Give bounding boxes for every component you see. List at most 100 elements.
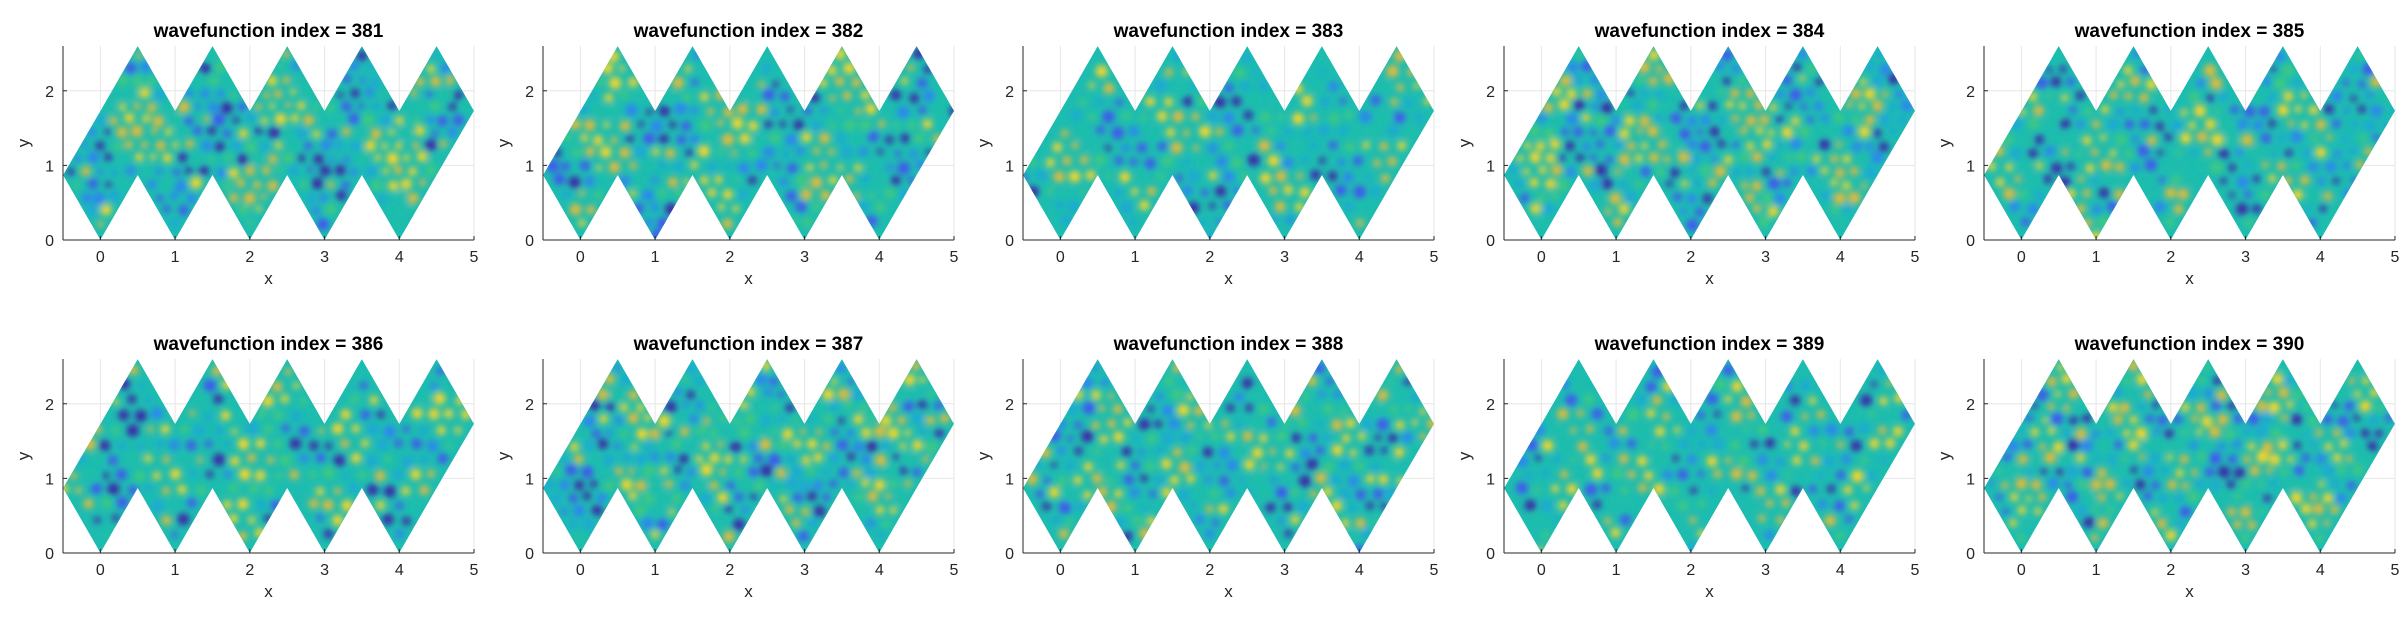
density-blob [1268,186,1278,195]
density-blob [2155,122,2165,131]
density-blob [296,127,308,139]
density-blob [376,410,385,419]
density-blob [888,403,897,412]
density-blob [439,140,447,148]
density-blob [907,120,917,130]
density-blob [918,106,927,115]
density-blob [1268,99,1275,106]
density-blob [1737,76,1746,85]
density-blob [116,126,128,138]
density-blob [126,424,139,437]
density-blob [425,164,437,176]
density-blob [1218,447,1230,459]
density-blob [1648,441,1655,448]
density-blob [1785,102,1792,110]
y-tick-label: 2 [1486,84,1495,101]
density-blob [1537,193,1547,203]
density-blob [1306,405,1315,413]
density-blob [2092,506,2099,513]
density-blob [1865,114,1876,126]
density-blob [2122,377,2132,386]
density-blob [1120,201,1133,214]
density-blob [2188,91,2200,103]
density-blob [1215,185,1227,197]
density-blob [853,136,862,145]
density-blob [2330,479,2340,489]
density-blob [2164,504,2177,516]
y-axis-label: y [494,451,513,460]
y-tick-label: 2 [525,397,534,414]
density-blob [1508,165,1518,175]
density-blob [97,168,104,175]
density-blob [1572,73,1584,86]
density-blob [1359,110,1372,123]
density-blob [1277,113,1285,121]
x-tick-label: 0 [96,249,105,266]
density-blob [283,128,293,138]
density-blob [1369,126,1381,138]
density-blob [414,99,426,111]
subplot-title: wavefunction index = 390 [2074,334,2305,355]
density-blob [1542,440,1554,452]
density-blob [803,107,812,115]
density-blob [2090,176,2099,184]
subplot-title: wavefunction index = 384 [1594,21,1825,42]
x-tick-label: 4 [2316,249,2325,266]
density-blob [2066,491,2079,503]
density-blob [885,135,894,145]
density-blob [1714,410,1721,418]
density-blob [2247,520,2257,530]
density-blob [1224,83,1234,93]
density-blob [1061,188,1071,198]
y-tick-label: 1 [525,471,534,488]
density-blob [2119,402,2131,414]
density-blob [1083,462,1093,472]
density-blob [1226,403,1235,413]
density-blob [868,131,879,142]
density-blob [437,115,448,127]
density-blob [2069,106,2077,114]
density-blob [1718,116,1726,125]
density-blob [1583,394,1595,405]
density-blob [777,439,789,451]
density-blob [1739,126,1748,135]
density-blob [1395,391,1405,401]
density-blob [204,440,213,448]
density-blob [1057,476,1068,487]
density-blob [1370,95,1381,106]
density-blob [813,505,826,518]
density-blob [724,163,731,170]
density-blob [2258,106,2270,117]
density-blob [303,114,315,126]
density-blob [599,146,612,158]
density-blob [1635,75,1645,85]
density-blob [1064,489,1075,500]
density-blob [2121,455,2129,463]
density-blob [2370,105,2383,117]
y-tick-label: 0 [525,546,534,563]
density-blob [1790,167,1799,176]
density-blob [2361,453,2371,464]
density-blob [1609,192,1622,205]
density-blob [244,165,256,176]
density-blob [1618,453,1629,464]
density-blob [1590,154,1597,161]
density-blob [2369,415,2380,426]
density-blob [1655,91,1664,99]
density-blob [2262,161,2269,169]
density-blob [651,530,660,539]
density-blob [649,428,661,440]
density-blob [2268,174,2277,183]
density-blob [1859,78,1867,86]
density-blob [2359,400,2372,413]
density-blob [237,204,249,216]
density-blob [1105,476,1114,485]
density-blob [650,120,663,133]
density-blob [1714,165,1727,178]
x-axis-label: x [2185,269,2194,288]
density-blob [2279,467,2289,476]
density-blob [266,456,275,464]
density-blob [196,485,207,496]
density-blob [2332,119,2341,128]
density-blob [1581,113,1591,123]
